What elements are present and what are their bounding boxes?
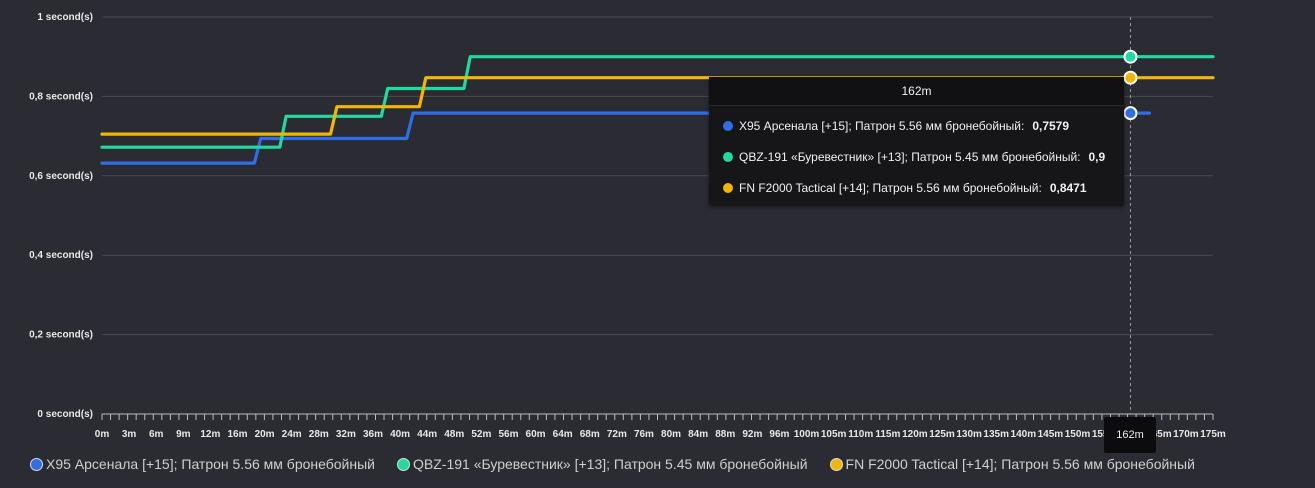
x-tick-label: 3m: [122, 429, 137, 440]
legend-item-x95[interactable]: X95 Арсенала [+15]; Патрон 5.56 мм броне…: [30, 453, 375, 475]
tooltip-series-dot: [723, 152, 733, 162]
x-tick-label: 9m: [176, 429, 191, 440]
x-tick-label: 68m: [580, 429, 600, 440]
x-tick-label: 92m: [742, 429, 762, 440]
legend-label: QBZ-191 «Буревестник» [+13]; Патрон 5.45…: [413, 456, 808, 472]
x-tick-label: 24m: [282, 429, 302, 440]
tooltip-series-name: QBZ-191 «Буревестник» [+13]; Патрон 5.45…: [739, 150, 1081, 164]
legend-label: X95 Арсенала [+15]; Патрон 5.56 мм броне…: [46, 456, 375, 472]
legend-item-f2000[interactable]: FN F2000 Tactical [+14]; Патрон 5.56 мм …: [829, 453, 1195, 475]
x-tick-label: 170m: [1173, 429, 1199, 440]
x-tick-label: 100m: [794, 429, 820, 440]
tooltip-series-value: 0,7579: [1032, 119, 1070, 133]
x-tick-label: 110m: [848, 429, 873, 440]
x-tick-label: 76m: [634, 429, 654, 440]
x-tick-label: 130m: [956, 429, 982, 440]
chart-area: 0 second(s) 0,2 second(s) 0,4 second(s) 0,6…: [29, 12, 1226, 440]
x-tick-label: 125m: [929, 429, 955, 440]
x-tick-label: 165m: [1146, 429, 1172, 440]
x-tick-label: 120m: [902, 429, 928, 440]
hover-tooltip: 162m X95 Арсенала [+15]; Патрон 5.56 мм …: [709, 77, 1124, 206]
tooltip-series-name: FN F2000 Tactical [+14]; Патрон 5.56 мм …: [739, 181, 1042, 195]
tooltip-series-value: 0,9: [1088, 150, 1106, 164]
x-tick-label: 12m: [200, 429, 220, 440]
x-tick-label: 0m: [95, 429, 110, 440]
x-tick-label: 16m: [227, 429, 247, 440]
x-tick-label: 60m: [526, 429, 546, 440]
crosshair-x-label: 162m: [1104, 417, 1156, 453]
y-tick-label: 0,8 second(s): [29, 91, 93, 102]
chart-legend: X95 Арсенала [+15]; Патрон 5.56 мм броне…: [30, 453, 1195, 475]
y-tick-label: 0,2 second(s): [29, 330, 93, 341]
series-line: [100, 55, 1215, 149]
x-tick-label: 145m: [1038, 429, 1064, 440]
x-tick-label: 84m: [688, 429, 708, 440]
hover-marker: [1123, 49, 1138, 64]
x-tick-label: 52m: [471, 429, 491, 440]
x-tick-label: 72m: [607, 429, 627, 440]
x-tick-label: 105m: [821, 429, 847, 440]
x-tick-label: 44m: [417, 429, 437, 440]
x-tick-label: 96m: [769, 429, 789, 440]
x-tick-label: 64m: [553, 429, 573, 440]
x-tick-label: 32m: [336, 429, 356, 440]
x-tick-label: 28m: [309, 429, 329, 440]
tooltip-row: X95 Арсенала [+15]; Патрон 5.56 мм броне…: [723, 118, 1069, 134]
y-tick-label: 0,6 second(s): [29, 171, 93, 182]
legend-swatch: [397, 457, 410, 471]
legend-swatch: [30, 457, 43, 471]
x-tick-label: 6m: [149, 429, 164, 440]
legend-swatch: [829, 457, 843, 471]
x-tick-label: 135m: [983, 429, 1009, 440]
tooltip-series-dot: [723, 183, 733, 193]
x-tick-label: 56m: [498, 429, 518, 440]
hover-marker: [1123, 106, 1138, 121]
tooltip-series-value: 0,8471: [1049, 181, 1087, 195]
series-line: [100, 111, 1152, 165]
y-tick-label: 0,4 second(s): [29, 250, 93, 261]
x-tick-label: 20m: [255, 429, 275, 440]
x-tick-label: 36m: [363, 429, 383, 440]
tooltip-series-dot: [723, 121, 733, 131]
series-line: [100, 76, 1215, 136]
x-tick-label: 48m: [444, 429, 464, 440]
x-tick-label: 175m: [1200, 429, 1226, 440]
x-tick-label: 150m: [1065, 429, 1091, 440]
hover-marker: [1123, 70, 1138, 85]
x-tick-label: 140m: [1011, 429, 1037, 440]
x-tick-label: 88m: [715, 429, 735, 440]
tooltip-row: FN F2000 Tactical [+14]; Патрон 5.56 мм …: [723, 180, 1087, 196]
x-tick-label: 40m: [390, 429, 410, 440]
legend-item-qbz191[interactable]: QBZ-191 «Буревестник» [+13]; Патрон 5.45…: [397, 453, 808, 475]
line-chart: 0 second(s) 0,2 second(s) 0,4 second(s) 0,6…: [29, 12, 1226, 440]
y-tick-label: 1 second(s): [37, 12, 93, 23]
tooltip-row: QBZ-191 «Буревестник» [+13]; Патрон 5.45…: [723, 149, 1105, 165]
x-tick-label: 115m: [875, 429, 900, 440]
y-tick-label: 0 second(s): [37, 409, 93, 420]
x-tick-label: 80m: [661, 429, 681, 440]
legend-label: FN F2000 Tactical [+14]; Патрон 5.56 мм …: [845, 456, 1195, 472]
tooltip-series-name: X95 Арсенала [+15]; Патрон 5.56 мм броне…: [739, 119, 1025, 133]
tooltip-title: 162m: [709, 77, 1124, 106]
